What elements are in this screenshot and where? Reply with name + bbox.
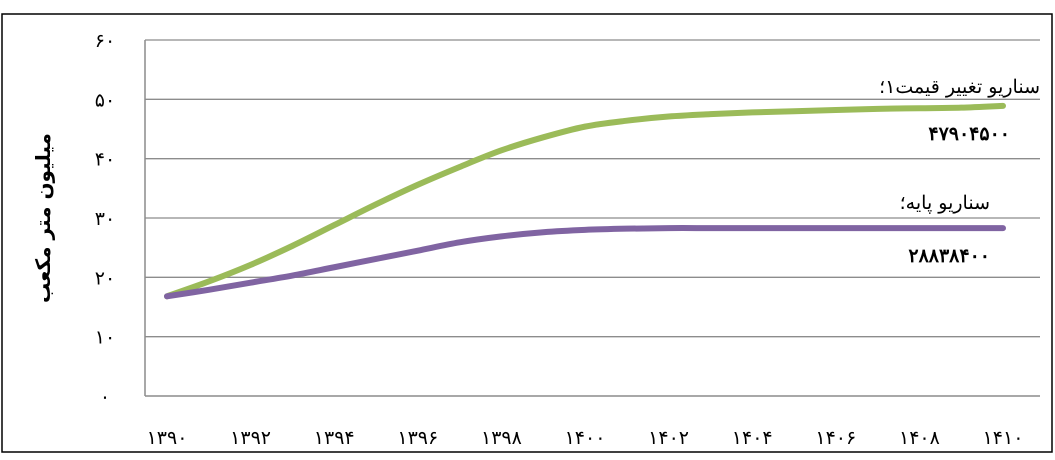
annotation-base-label: سناریو پایه؛ <box>900 192 990 214</box>
y-tick-label: ۰ <box>100 386 110 408</box>
y-tick-labels: ۰ ۱۰ ۲۰ ۳۰ ۴۰ ۵۰ ۶۰ <box>95 30 115 408</box>
x-tick-labels: ۱۳۹۰ ۱۳۹۲ ۱۳۹۴ ۱۳۹۶ ۱۳۹۸ ۱۴۰۰ ۱۴۰۲ ۱۴۰۴ ۱۴۰۶ ۱۴۰۸… <box>147 427 1024 449</box>
x-tick-label: ۱۳۹۴ <box>314 427 355 449</box>
annotation-price-label: سناریو تغییر قیمت۱؛ <box>879 76 1040 98</box>
y-tick-label: ۱۰ <box>95 327 115 349</box>
x-tick-label: ۱۴۰۶ <box>815 427 856 449</box>
x-tick-label: ۱۳۹۰ <box>147 427 188 449</box>
y-tick-label: ۲۰ <box>95 267 115 289</box>
x-tick-label: ۱۴۰۰ <box>565 427 606 449</box>
series-line-price <box>164 102 1006 300</box>
y-tick-label: ۴۰ <box>95 149 115 171</box>
annotation-price: سناریو تغییر قیمت۱؛ ۴۷۹۰۴۵۰۰ <box>879 76 1040 145</box>
x-tick-label: ۱۴۱۰ <box>983 427 1024 449</box>
annotation-base-value: ۲۸۸۳۸۴۰۰ <box>908 245 990 267</box>
x-tick-label: ۱۴۰۲ <box>648 427 689 449</box>
y-tick-label: ۶۰ <box>95 30 115 52</box>
annotation-base: سناریو پایه؛ ۲۸۸۳۸۴۰۰ <box>900 192 990 267</box>
y-tick-label: ۳۰ <box>95 208 115 230</box>
x-tick-label: ۱۳۹۲ <box>230 427 271 449</box>
x-tick-label: ۱۳۹۶ <box>397 427 438 449</box>
x-tick-label: ۱۴۰۸ <box>899 427 940 449</box>
axes <box>144 40 1040 397</box>
series-lines <box>164 102 1006 300</box>
x-tick-label: ۱۴۰۴ <box>732 427 773 449</box>
annotation-price-value: ۴۷۹۰۴۵۰۰ <box>928 123 1010 145</box>
y-axis-label: میلیون متر مکعب <box>31 133 55 303</box>
y-tick-label: ۵۰ <box>95 89 115 111</box>
series-line-base <box>164 225 1006 300</box>
x-tick-label: ۱۳۹۸ <box>481 427 522 449</box>
